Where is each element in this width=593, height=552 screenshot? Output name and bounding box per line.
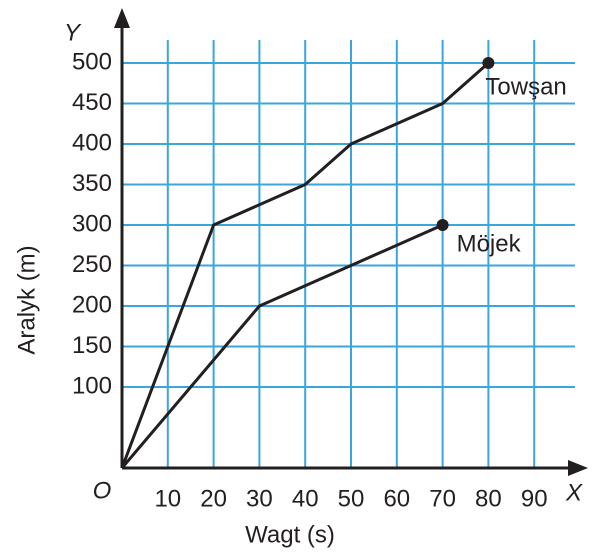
- x-axis-arrow: [568, 460, 588, 476]
- x-axis-letter: X: [565, 479, 583, 506]
- x-axis-title: Wagt (s): [245, 521, 335, 548]
- y-tick-label: 250: [72, 251, 112, 278]
- x-tick-label: 70: [429, 485, 456, 512]
- x-tick-label: 30: [246, 485, 273, 512]
- y-tick-label: 150: [72, 332, 112, 359]
- x-tick-label: 90: [521, 485, 548, 512]
- series-line: [120, 61, 490, 469]
- series-label: Towşan: [485, 73, 566, 100]
- y-tick-label: 500: [72, 48, 112, 75]
- grid: [122, 40, 575, 468]
- x-tick-label: 10: [154, 485, 181, 512]
- x-tick-label: 20: [200, 485, 227, 512]
- y-axis-letter: Y: [64, 19, 82, 46]
- y-tick-label: 200: [72, 291, 112, 318]
- x-tick-label: 50: [338, 485, 365, 512]
- y-axis-title: Aralyk (m): [13, 245, 40, 354]
- y-tick-label: 350: [72, 170, 112, 197]
- x-tick-label: 60: [383, 485, 410, 512]
- end-point: [436, 219, 449, 231]
- end-point: [482, 57, 495, 69]
- y-tick-label: 300: [72, 210, 112, 237]
- series-line: [120, 223, 444, 469]
- y-tick-label: 400: [72, 129, 112, 156]
- series-label: Möjek: [457, 230, 522, 257]
- y-tick-label: 100: [72, 372, 112, 399]
- x-tick-label: 80: [475, 485, 502, 512]
- x-tick-label: 40: [292, 485, 319, 512]
- origin-label: O: [93, 477, 112, 504]
- y-axis-arrow: [114, 8, 130, 28]
- y-tick-label: 450: [72, 89, 112, 116]
